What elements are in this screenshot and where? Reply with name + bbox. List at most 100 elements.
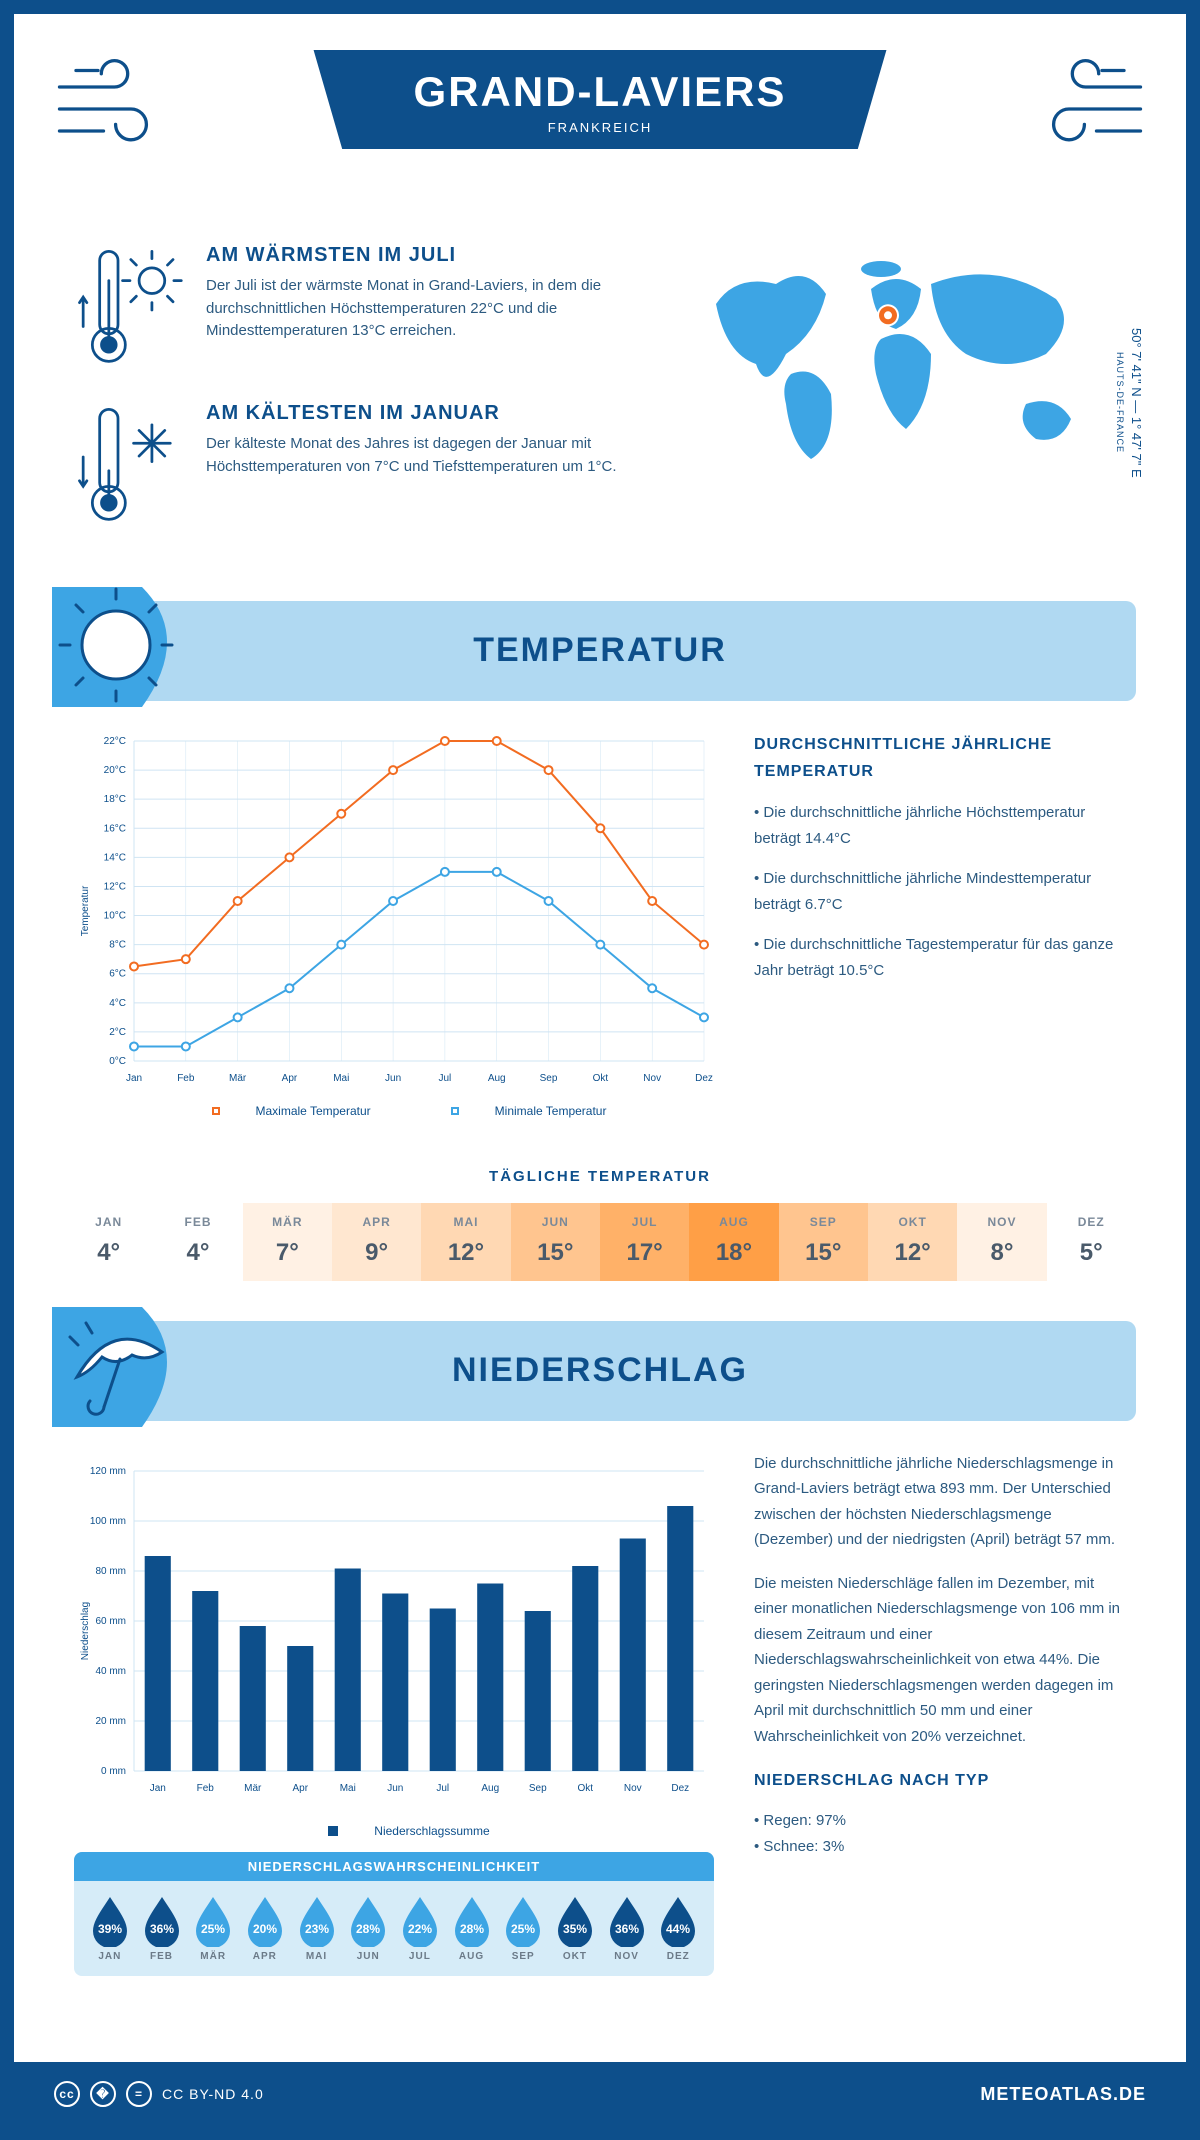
daily-cell: JUL17° <box>600 1203 689 1281</box>
precip-chart: 0 mm20 mm40 mm60 mm80 mm100 mm120 mmNied… <box>74 1451 714 1976</box>
precip-type-title: NIEDERSCHLAG NACH TYP <box>754 1767 1126 1794</box>
svg-text:Mai: Mai <box>333 1073 349 1084</box>
svg-text:44%: 44% <box>666 1922 690 1936</box>
prob-drop: 35%OKT <box>549 1895 601 1962</box>
world-map-icon <box>696 244 1096 474</box>
footer: cc � = CC BY-ND 4.0 METEOATLAS.DE <box>14 2062 1186 2126</box>
sun-icon <box>52 587 192 727</box>
prob-title: NIEDERSCHLAGSWAHRSCHEINLICHKEIT <box>74 1852 714 1881</box>
svg-text:Mai: Mai <box>340 1783 356 1794</box>
svg-text:Temperatur: Temperatur <box>80 885 91 936</box>
daily-cell: APR9° <box>332 1203 421 1281</box>
header: GRAND-LAVIERS FRANKREICH <box>14 14 1186 244</box>
svg-text:120 mm: 120 mm <box>90 1466 126 1477</box>
precip-type: • Regen: 97% <box>754 1808 1126 1834</box>
temp-row: 0°C2°C4°C6°C8°C10°C12°C14°C16°C18°C20°C2… <box>14 731 1186 1138</box>
svg-text:16°C: 16°C <box>104 823 126 834</box>
intro-row: AM WÄRMSTEN IM JULI Der Juli ist der wär… <box>14 244 1186 591</box>
svg-text:6°C: 6°C <box>109 968 126 979</box>
wind-icon <box>1036 54 1146 153</box>
daily-cell: DEZ5° <box>1047 1203 1136 1281</box>
svg-text:Nov: Nov <box>624 1783 642 1794</box>
svg-text:Mär: Mär <box>229 1073 247 1084</box>
svg-text:20%: 20% <box>253 1922 277 1936</box>
svg-text:0 mm: 0 mm <box>101 1766 126 1777</box>
temp-side-title: DURCHSCHNITTLICHE JÄHRLICHE TEMPERATUR <box>754 731 1126 785</box>
prob-box: NIEDERSCHLAGSWAHRSCHEINLICHKEIT 39%JAN36… <box>74 1852 714 1976</box>
map-marker-icon <box>877 304 899 326</box>
daily-cell: MAI12° <box>421 1203 510 1281</box>
precip-banner-title: NIEDERSCHLAG <box>452 1351 748 1390</box>
temp-bullet: • Die durchschnittliche jährliche Höchst… <box>754 800 1126 851</box>
prob-drop: 28%JUN <box>342 1895 394 1962</box>
svg-text:2°C: 2°C <box>109 1027 126 1038</box>
svg-text:22°C: 22°C <box>104 736 126 747</box>
svg-text:14°C: 14°C <box>104 852 126 863</box>
svg-text:18°C: 18°C <box>104 794 126 805</box>
prob-drop: 25%MÄR <box>187 1895 239 1962</box>
legend-min: Minimale Temperatur <box>465 1104 607 1118</box>
svg-text:23%: 23% <box>305 1922 329 1936</box>
brand: METEOATLAS.DE <box>980 2084 1146 2105</box>
umbrella-icon <box>52 1307 192 1447</box>
svg-text:28%: 28% <box>460 1922 484 1936</box>
daily-heatrow: JAN4°FEB4°MÄR7°APR9°MAI12°JUN15°JUL17°AU… <box>64 1203 1136 1281</box>
prob-drop: 28%AUG <box>446 1895 498 1962</box>
svg-text:Aug: Aug <box>488 1073 506 1084</box>
svg-text:10°C: 10°C <box>104 910 126 921</box>
precip-row: 0 mm20 mm40 mm60 mm80 mm100 mm120 mmNied… <box>14 1451 1186 1986</box>
svg-text:Sep: Sep <box>540 1073 558 1084</box>
temp-banner: TEMPERATUR <box>64 601 1136 701</box>
page: GRAND-LAVIERS FRANKREICH <box>0 0 1200 2140</box>
prob-drop: 36%FEB <box>136 1895 188 1962</box>
temp-bullet: • Die durchschnittliche jährliche Mindes… <box>754 866 1126 917</box>
prob-drop: 36%NOV <box>601 1895 653 1962</box>
precip-type: • Schnee: 3% <box>754 1834 1126 1860</box>
precip-side: Die durchschnittliche jährliche Niedersc… <box>754 1451 1126 1976</box>
nd-icon: = <box>126 2081 152 2107</box>
svg-text:28%: 28% <box>356 1922 380 1936</box>
svg-text:Apr: Apr <box>282 1073 298 1084</box>
svg-text:Dez: Dez <box>671 1783 689 1794</box>
daily-cell: AUG18° <box>689 1203 778 1281</box>
svg-text:36%: 36% <box>149 1922 173 1936</box>
svg-text:20°C: 20°C <box>104 765 126 776</box>
svg-text:Jul: Jul <box>439 1073 452 1084</box>
legend-max: Maximale Temperatur <box>226 1104 371 1118</box>
page-title: GRAND-LAVIERS <box>414 68 787 116</box>
svg-text:20 mm: 20 mm <box>95 1716 126 1727</box>
fact-warm: AM WÄRMSTEN IM JULI Der Juli ist der wär… <box>74 244 666 372</box>
temp-chart: 0°C2°C4°C6°C8°C10°C12°C14°C16°C18°C20°C2… <box>74 731 714 1118</box>
fact-warm-title: AM WÄRMSTEN IM JULI <box>206 244 666 267</box>
svg-text:Jan: Jan <box>150 1783 166 1794</box>
page-country: FRANKREICH <box>414 120 787 135</box>
svg-text:0°C: 0°C <box>109 1056 126 1067</box>
map-area: 50° 7' 41" N — 1° 47' 7" E HAUTS-DE-FRAN… <box>696 244 1126 561</box>
thermometer-sun-icon <box>74 244 184 372</box>
temp-bullet: • Die durchschnittliche Tagestemperatur … <box>754 932 1126 983</box>
fact-cold: AM KÄLTESTEN IM JANUAR Der kälteste Mona… <box>74 402 666 530</box>
prob-drop: 22%JUL <box>394 1895 446 1962</box>
prob-drop: 44%DEZ <box>652 1895 704 1962</box>
precip-banner: NIEDERSCHLAG <box>64 1321 1136 1421</box>
svg-text:Niederschlag: Niederschlag <box>80 1601 91 1659</box>
svg-text:Nov: Nov <box>643 1073 661 1084</box>
daily-cell: SEP15° <box>779 1203 868 1281</box>
temp-side: DURCHSCHNITTLICHE JÄHRLICHE TEMPERATUR •… <box>754 731 1126 1118</box>
svg-text:Apr: Apr <box>292 1783 308 1794</box>
facts: AM WÄRMSTEN IM JULI Der Juli ist der wär… <box>74 244 666 561</box>
coords: 50° 7' 41" N — 1° 47' 7" E HAUTS-DE-FRAN… <box>1115 244 1144 561</box>
daily-cell: NOV8° <box>957 1203 1046 1281</box>
svg-text:80 mm: 80 mm <box>95 1566 126 1577</box>
fact-warm-text: Der Juli ist der wärmste Monat in Grand-… <box>206 275 666 343</box>
svg-text:Jun: Jun <box>385 1073 401 1084</box>
svg-text:Okt: Okt <box>593 1073 609 1084</box>
license-text: CC BY-ND 4.0 <box>162 2086 264 2102</box>
prob-drop: 20%APR <box>239 1895 291 1962</box>
svg-text:25%: 25% <box>511 1922 535 1936</box>
daily-cell: FEB4° <box>153 1203 242 1281</box>
daily-cell: OKT12° <box>868 1203 957 1281</box>
svg-text:12°C: 12°C <box>104 881 126 892</box>
svg-text:60 mm: 60 mm <box>95 1616 126 1627</box>
svg-text:Aug: Aug <box>481 1783 499 1794</box>
